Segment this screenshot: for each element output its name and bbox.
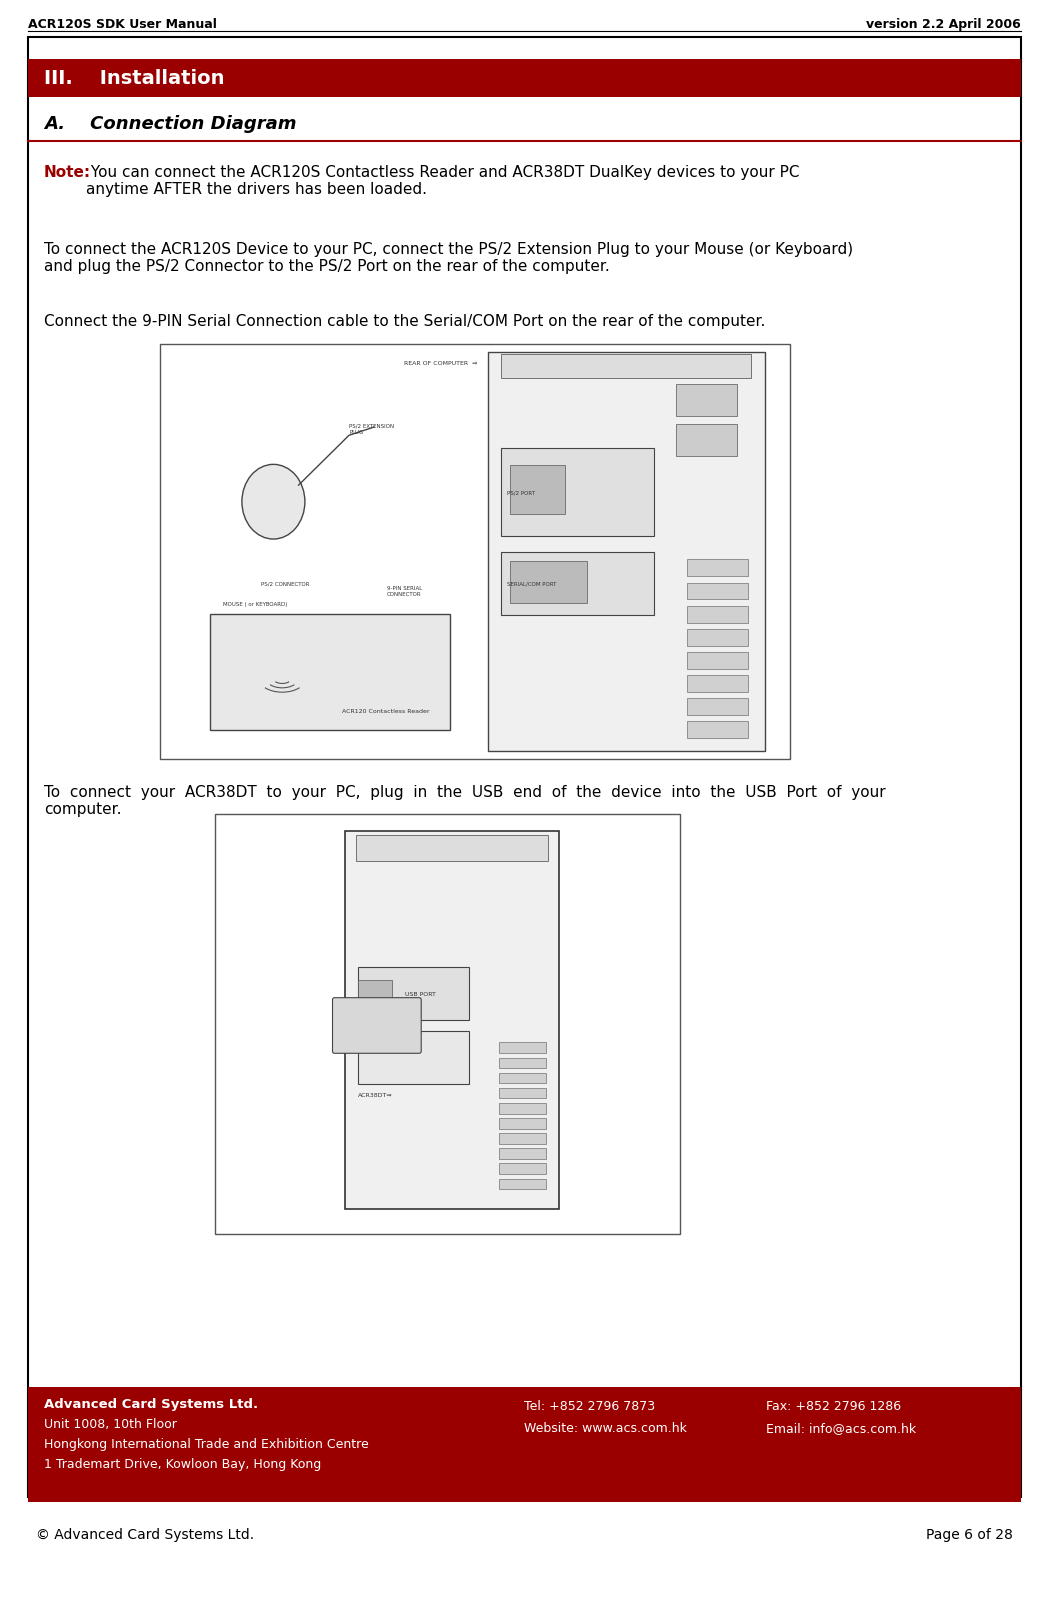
Bar [687,677,748,693]
Bar [501,553,654,615]
Text: ACR120S SDK User Manual: ACR120S SDK User Manual [28,18,217,31]
Bar [499,1057,547,1069]
Bar [499,1149,547,1159]
Bar [501,448,654,537]
Text: A.    Connection Diagram: A. Connection Diagram [44,116,297,133]
Bar [687,583,748,599]
Bar [358,1032,469,1085]
Bar [28,1387,1021,1503]
Text: You can connect the ACR120S Contactless Reader and ACR38DT DualKey devices to yo: You can connect the ACR120S Contactless … [86,166,799,198]
Text: PS/2 PORT: PS/2 PORT [507,490,535,495]
Bar [499,1180,547,1189]
Text: Page 6 of 28: Page 6 of 28 [926,1527,1013,1541]
Bar [28,59,1021,98]
Bar [499,1073,547,1083]
Bar [687,561,748,577]
Bar [687,699,748,715]
Text: Tel: +852 2796 7873: Tel: +852 2796 7873 [524,1400,656,1413]
Bar [345,831,559,1208]
Text: ACR120 Contactless Reader: ACR120 Contactless Reader [342,709,430,714]
Bar [687,722,748,739]
Text: version 2.2 April 2006: version 2.2 April 2006 [866,18,1021,31]
Text: SERIAL/COM PORT: SERIAL/COM PORT [507,582,556,587]
Text: Note:: Note: [44,166,91,180]
Text: PS/2 EXTENSION
PLUG: PS/2 EXTENSION PLUG [349,424,394,434]
Bar [499,1118,547,1130]
Bar [510,562,587,603]
Text: REAR OF COMPUTER  ⇒: REAR OF COMPUTER ⇒ [404,362,477,366]
Bar [358,980,392,1004]
Text: 9-PIN SERIAL
CONNECTOR: 9-PIN SERIAL CONNECTOR [387,585,422,596]
Bar [677,424,737,456]
Text: To connect the ACR120S Device to your PC, connect the PS/2 Extension Plug to you: To connect the ACR120S Device to your PC… [44,241,853,275]
Text: 1 Trademart Drive, Kowloon Bay, Hong Kong: 1 Trademart Drive, Kowloon Bay, Hong Kon… [44,1458,321,1470]
Bar [215,815,680,1234]
Text: © Advanced Card Systems Ltd.: © Advanced Card Systems Ltd. [36,1527,254,1541]
Text: To  connect  your  ACR38DT  to  your  PC,  plug  in  the  USB  end  of  the  dev: To connect your ACR38DT to your PC, plug… [44,784,885,816]
Bar [499,1104,547,1114]
Bar [358,967,469,1020]
Bar [499,1043,547,1054]
Text: USB PORT: USB PORT [405,992,436,996]
Bar [356,836,549,861]
Bar [499,1163,547,1175]
Text: PS/2 CONNECTOR: PS/2 CONNECTOR [261,582,309,587]
Text: Connect the 9-PIN Serial Connection cable to the Serial/COM Port on the rear of : Connect the 9-PIN Serial Connection cabl… [44,313,766,329]
Bar [687,630,748,646]
Bar [488,354,765,752]
Bar [687,606,748,624]
Text: MOUSE ( or KEYBOARD): MOUSE ( or KEYBOARD) [223,603,287,607]
Text: III.    Installation: III. Installation [44,69,224,88]
Bar [160,346,790,760]
Text: ACR38DT⇒: ACR38DT⇒ [358,1091,392,1098]
Bar [677,384,737,416]
Bar [211,614,450,731]
Text: Hongkong International Trade and Exhibition Centre: Hongkong International Trade and Exhibit… [44,1437,369,1450]
Text: Fax: +852 2796 1286: Fax: +852 2796 1286 [766,1400,901,1413]
Ellipse shape [242,464,305,540]
Bar [499,1133,547,1144]
Text: Unit 1008, 10th Floor: Unit 1008, 10th Floor [44,1417,177,1430]
Text: Email: info@acs.com.hk: Email: info@acs.com.hk [766,1421,916,1433]
Bar [499,1088,547,1099]
Bar [687,652,748,670]
FancyBboxPatch shape [333,998,422,1054]
Text: Advanced Card Systems Ltd.: Advanced Card Systems Ltd. [44,1396,258,1409]
Bar [501,355,751,379]
Bar [510,466,565,514]
Text: Website: www.acs.com.hk: Website: www.acs.com.hk [524,1421,687,1433]
